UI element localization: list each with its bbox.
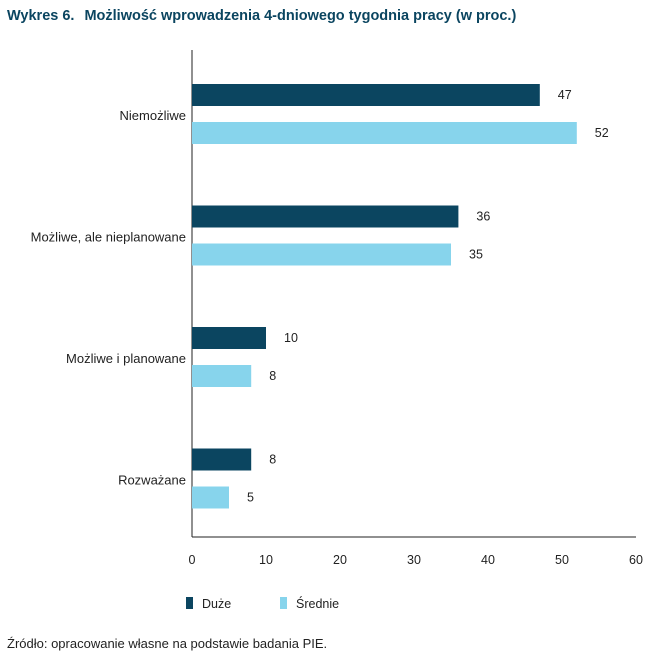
data-label: 52: [595, 126, 609, 140]
data-label: 10: [284, 331, 298, 345]
bar-srednie: [192, 365, 252, 387]
data-label: 35: [469, 248, 483, 262]
chart-number: Wykres 6.: [7, 8, 75, 24]
x-tick-label: 30: [407, 553, 421, 567]
chart-title: Wykres 6. Możliwość wprowadzenia 4-dniowe…: [7, 8, 516, 24]
bar-srednie: [192, 486, 229, 509]
x-tick-label: 10: [259, 553, 273, 567]
category-label: Możliwe i planowane: [66, 351, 186, 366]
data-label: 5: [247, 491, 254, 505]
x-tick-label: 0: [189, 553, 196, 567]
x-tick-label: 20: [333, 553, 347, 567]
legend-label: Średnie: [296, 596, 339, 611]
legend-swatch: [280, 597, 287, 609]
chart-title-text: Możliwość wprowadzenia 4-dniowego tygodn…: [84, 8, 517, 24]
source-note: Źródło: opracowanie własne na podstawie …: [7, 636, 328, 651]
x-tick-label: 50: [555, 553, 569, 567]
data-label: 8: [269, 369, 276, 383]
bar-duze: [192, 448, 252, 471]
x-tick-label: 40: [481, 553, 495, 567]
bar-duze: [192, 327, 266, 349]
category-label: Niemożliwe: [120, 108, 186, 123]
bar-duze: [192, 84, 540, 106]
data-label: 8: [269, 453, 276, 467]
category-label: Rozważane: [118, 473, 186, 488]
bar-duze: [192, 205, 459, 228]
category-label: Możliwe, ale nieplanowane: [31, 230, 186, 245]
bar-srednie: [192, 122, 577, 144]
data-label: 36: [476, 210, 490, 224]
legend-swatch: [186, 597, 193, 609]
bar-srednie: [192, 243, 451, 266]
x-tick-label: 60: [629, 553, 643, 567]
data-label: 47: [558, 88, 572, 102]
legend-label: Duże: [202, 597, 231, 611]
